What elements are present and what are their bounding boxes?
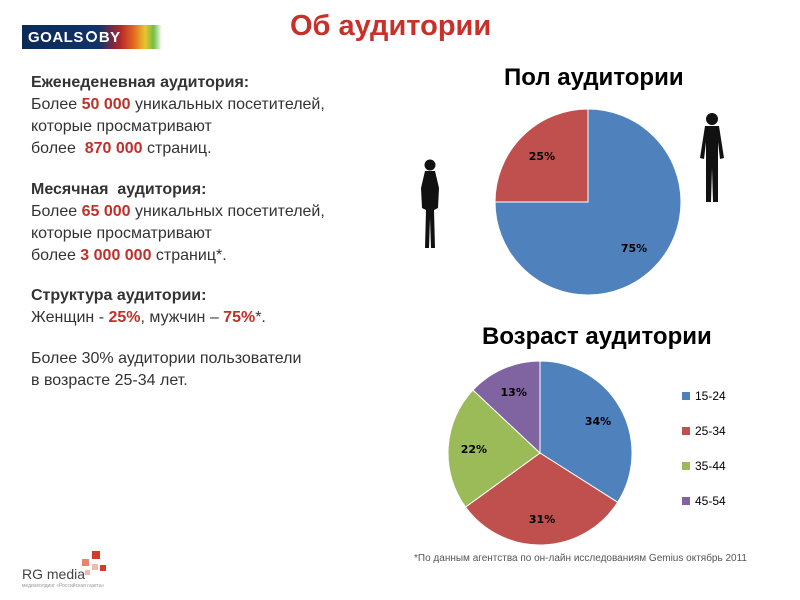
structure-line: Женщин - 25%, мужчин – 75%*. xyxy=(31,307,401,329)
weekly-line-1: Более 50 000 уникальных посетителей, xyxy=(31,94,401,116)
text-span: более xyxy=(31,140,85,157)
men-percent: 75% xyxy=(223,309,256,326)
age-chart-title: Возраст аудитории xyxy=(482,323,712,350)
pie-data-label: 25% xyxy=(529,150,555,163)
text-span: *. xyxy=(255,309,266,326)
gender-chart-title: Пол аудитории xyxy=(504,64,684,91)
legend-item: 35-44 xyxy=(682,457,726,475)
rg-media-tagline: медиахолдинг «Российская газета» xyxy=(22,583,105,589)
footnote: *По данным агентства по он-лайн исследов… xyxy=(414,553,747,564)
text-span: уникальных посетителей, xyxy=(130,203,325,220)
monthly-visitors-number: 65 000 xyxy=(81,203,131,220)
goals-by-logo: GOALS BY xyxy=(22,25,162,49)
woman-silhouette-icon xyxy=(421,159,439,248)
age-note-line-1: Более 30% аудитории пользователи xyxy=(31,350,302,367)
pie-slice xyxy=(472,360,541,455)
logo-square xyxy=(100,565,106,571)
women-percent: 25% xyxy=(108,309,141,326)
legend-item: 45-54 xyxy=(682,492,726,510)
age-note-line-2: в возрасте 25-34 лет. xyxy=(31,372,188,389)
monthly-audience-block: Месячная аудитория: Более 65 000 уникаль… xyxy=(31,179,401,267)
structure-heading: Структура аудитории: xyxy=(31,287,207,304)
monthly-line-1: Более 65 000 уникальных посетителей, xyxy=(31,201,401,223)
monthly-pages-number: 3 000 000 xyxy=(80,247,152,264)
pie-data-label: 34% xyxy=(585,415,611,428)
text-span: уникальных посетителей, xyxy=(130,96,325,113)
man-silhouette-icon xyxy=(700,113,724,202)
pie-data-label: 13% xyxy=(501,386,527,399)
legend-swatch xyxy=(682,392,690,400)
pie-slice xyxy=(464,452,619,546)
legend-label: 35-44 xyxy=(695,459,726,473)
age-chart-legend: 15-24 25-34 35-44 45-54 xyxy=(682,387,726,527)
logo-text-by: BY xyxy=(98,28,121,46)
page-title: Об аудитории xyxy=(290,10,492,42)
legend-label: 45-54 xyxy=(695,494,726,508)
weekly-audience-block: Еженеденевная аудитория: Более 50 000 ун… xyxy=(31,72,401,160)
rg-media-logo: RG media медиахолдинг «Российская газета… xyxy=(22,551,117,591)
logo-text-goals: GOALS xyxy=(28,28,84,46)
weekly-line-3: более 870 000 страниц. xyxy=(31,138,401,160)
pie-slice xyxy=(447,389,541,508)
pie-slice xyxy=(539,360,633,503)
logo-square xyxy=(92,551,100,559)
structure-block: Структура аудитории: Женщин - 25%, мужчи… xyxy=(31,285,401,329)
pie-slice xyxy=(494,108,589,203)
legend-item: 15-24 xyxy=(682,387,726,405)
monthly-line-3: более 3 000 000 страниц*. xyxy=(31,245,401,267)
weekly-pages-number: 870 000 xyxy=(84,140,143,157)
legend-swatch xyxy=(682,497,690,505)
rg-media-name: RG media xyxy=(22,566,86,582)
text-span: страниц*. xyxy=(151,247,227,264)
age-pie-chart: 34% 31% 22% 13% xyxy=(447,360,633,546)
weekly-visitors-number: 50 000 xyxy=(81,96,131,113)
age-note-block: Более 30% аудитории пользователи в возра… xyxy=(31,348,401,392)
logo-square xyxy=(85,570,90,575)
pie-data-label: 31% xyxy=(529,513,555,526)
legend-swatch xyxy=(682,462,690,470)
monthly-heading: Месячная аудитория: xyxy=(31,181,207,198)
legend-swatch xyxy=(682,427,690,435)
pie-slice xyxy=(494,108,682,296)
football-icon xyxy=(85,30,97,42)
weekly-heading: Еженеденевная аудитория: xyxy=(31,74,250,91)
logo-square xyxy=(92,564,98,570)
pie-data-label: 75% xyxy=(621,242,647,255)
pie-data-label: 22% xyxy=(461,443,487,456)
text-span: Более xyxy=(31,203,82,220)
text-span: Более xyxy=(31,96,82,113)
legend-label: 25-34 xyxy=(695,424,726,438)
monthly-line-2: которые просматривают xyxy=(31,225,212,242)
legend-item: 25-34 xyxy=(682,422,726,440)
weekly-line-2: которые просматривают xyxy=(31,118,212,135)
text-span: , мужчин – xyxy=(140,309,224,326)
gender-pie-chart: 75% 25% xyxy=(494,108,682,296)
text-span: Женщин - xyxy=(31,309,109,326)
text-span: страниц. xyxy=(142,140,212,157)
text-span: более xyxy=(31,247,81,264)
legend-label: 15-24 xyxy=(695,389,726,403)
logo-square xyxy=(82,559,89,566)
